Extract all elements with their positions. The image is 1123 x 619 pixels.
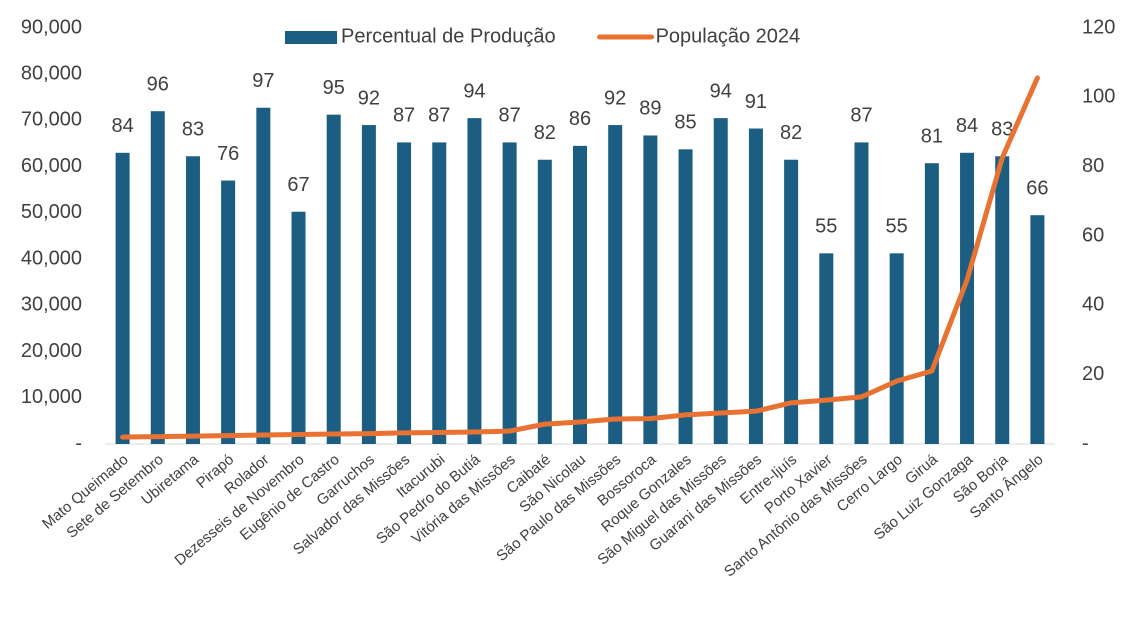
data-label: 83 (991, 119, 1013, 141)
data-label: 84 (956, 115, 978, 137)
data-label: 97 (252, 70, 274, 92)
y2-tick-label: 60 (1082, 224, 1104, 246)
bar (573, 145, 587, 444)
y-tick-label: 70,000 (21, 109, 82, 131)
data-label: 96 (147, 73, 169, 95)
bar (1030, 215, 1045, 444)
data-label: 89 (639, 98, 661, 120)
bar (115, 152, 130, 445)
bar (643, 135, 658, 444)
bar (854, 142, 869, 444)
y2-tick-label: 120 (1082, 16, 1115, 38)
y-tick-label: 90,000 (21, 16, 82, 38)
y-tick-label: 50,000 (21, 201, 82, 223)
y-tick-label: 10,000 (21, 386, 82, 408)
data-label: 55 (886, 216, 908, 238)
data-label: 87 (428, 105, 450, 127)
data-label: 91 (745, 91, 767, 113)
y2-tick-label: 20 (1082, 363, 1104, 385)
y-tick-label: 40,000 (21, 247, 82, 269)
y2-tick-label: - (1082, 432, 1089, 454)
legend-label: População 2024 (656, 25, 801, 47)
bar (960, 152, 975, 445)
bar (361, 125, 376, 445)
y2-tick-label: 100 (1082, 86, 1115, 108)
legend-swatch (285, 31, 337, 44)
data-label: 66 (1026, 177, 1048, 199)
y-tick-label: - (75, 432, 82, 454)
bar (678, 149, 693, 445)
data-label: 87 (499, 105, 521, 127)
data-label: 92 (604, 87, 626, 109)
data-label: 81 (921, 125, 943, 147)
bar (291, 211, 306, 444)
bar (713, 118, 728, 444)
bar (467, 118, 482, 444)
bar (748, 128, 763, 445)
data-label: 76 (217, 143, 239, 165)
bar (256, 107, 271, 444)
data-label: 94 (463, 80, 485, 102)
bar (502, 142, 517, 444)
data-label: 87 (850, 105, 872, 127)
y-tick-label: 60,000 (21, 155, 82, 177)
bar (326, 114, 341, 445)
data-label: 67 (287, 174, 309, 196)
y-tick-label: 20,000 (21, 340, 82, 362)
bar (537, 159, 552, 444)
bar (150, 111, 165, 444)
bar (432, 142, 447, 444)
bar (819, 253, 834, 444)
bar (995, 156, 1010, 444)
data-label: 83 (182, 119, 204, 141)
data-label: 95 (323, 77, 345, 99)
bar (397, 142, 412, 444)
line (120, 75, 1040, 440)
data-label: 85 (674, 112, 696, 134)
data-label: 92 (358, 87, 380, 109)
bar (784, 159, 799, 444)
data-label: 84 (111, 115, 133, 137)
bar (889, 253, 904, 444)
data-label: 82 (534, 122, 556, 144)
data-label: 86 (569, 108, 591, 130)
y2-tick-label: 80 (1082, 155, 1104, 177)
bar (924, 163, 939, 444)
data-label: 82 (780, 122, 802, 144)
y-tick-label: 80,000 (21, 63, 82, 85)
bar (221, 180, 236, 445)
data-label: 55 (815, 216, 837, 238)
y-tick-label: 30,000 (21, 294, 82, 316)
data-label: 94 (710, 80, 732, 102)
bar (185, 156, 200, 444)
y2-tick-label: 40 (1082, 294, 1104, 316)
data-label: 87 (393, 105, 415, 127)
bar (608, 125, 623, 445)
legend-label: Percentual de Produção (341, 25, 556, 47)
